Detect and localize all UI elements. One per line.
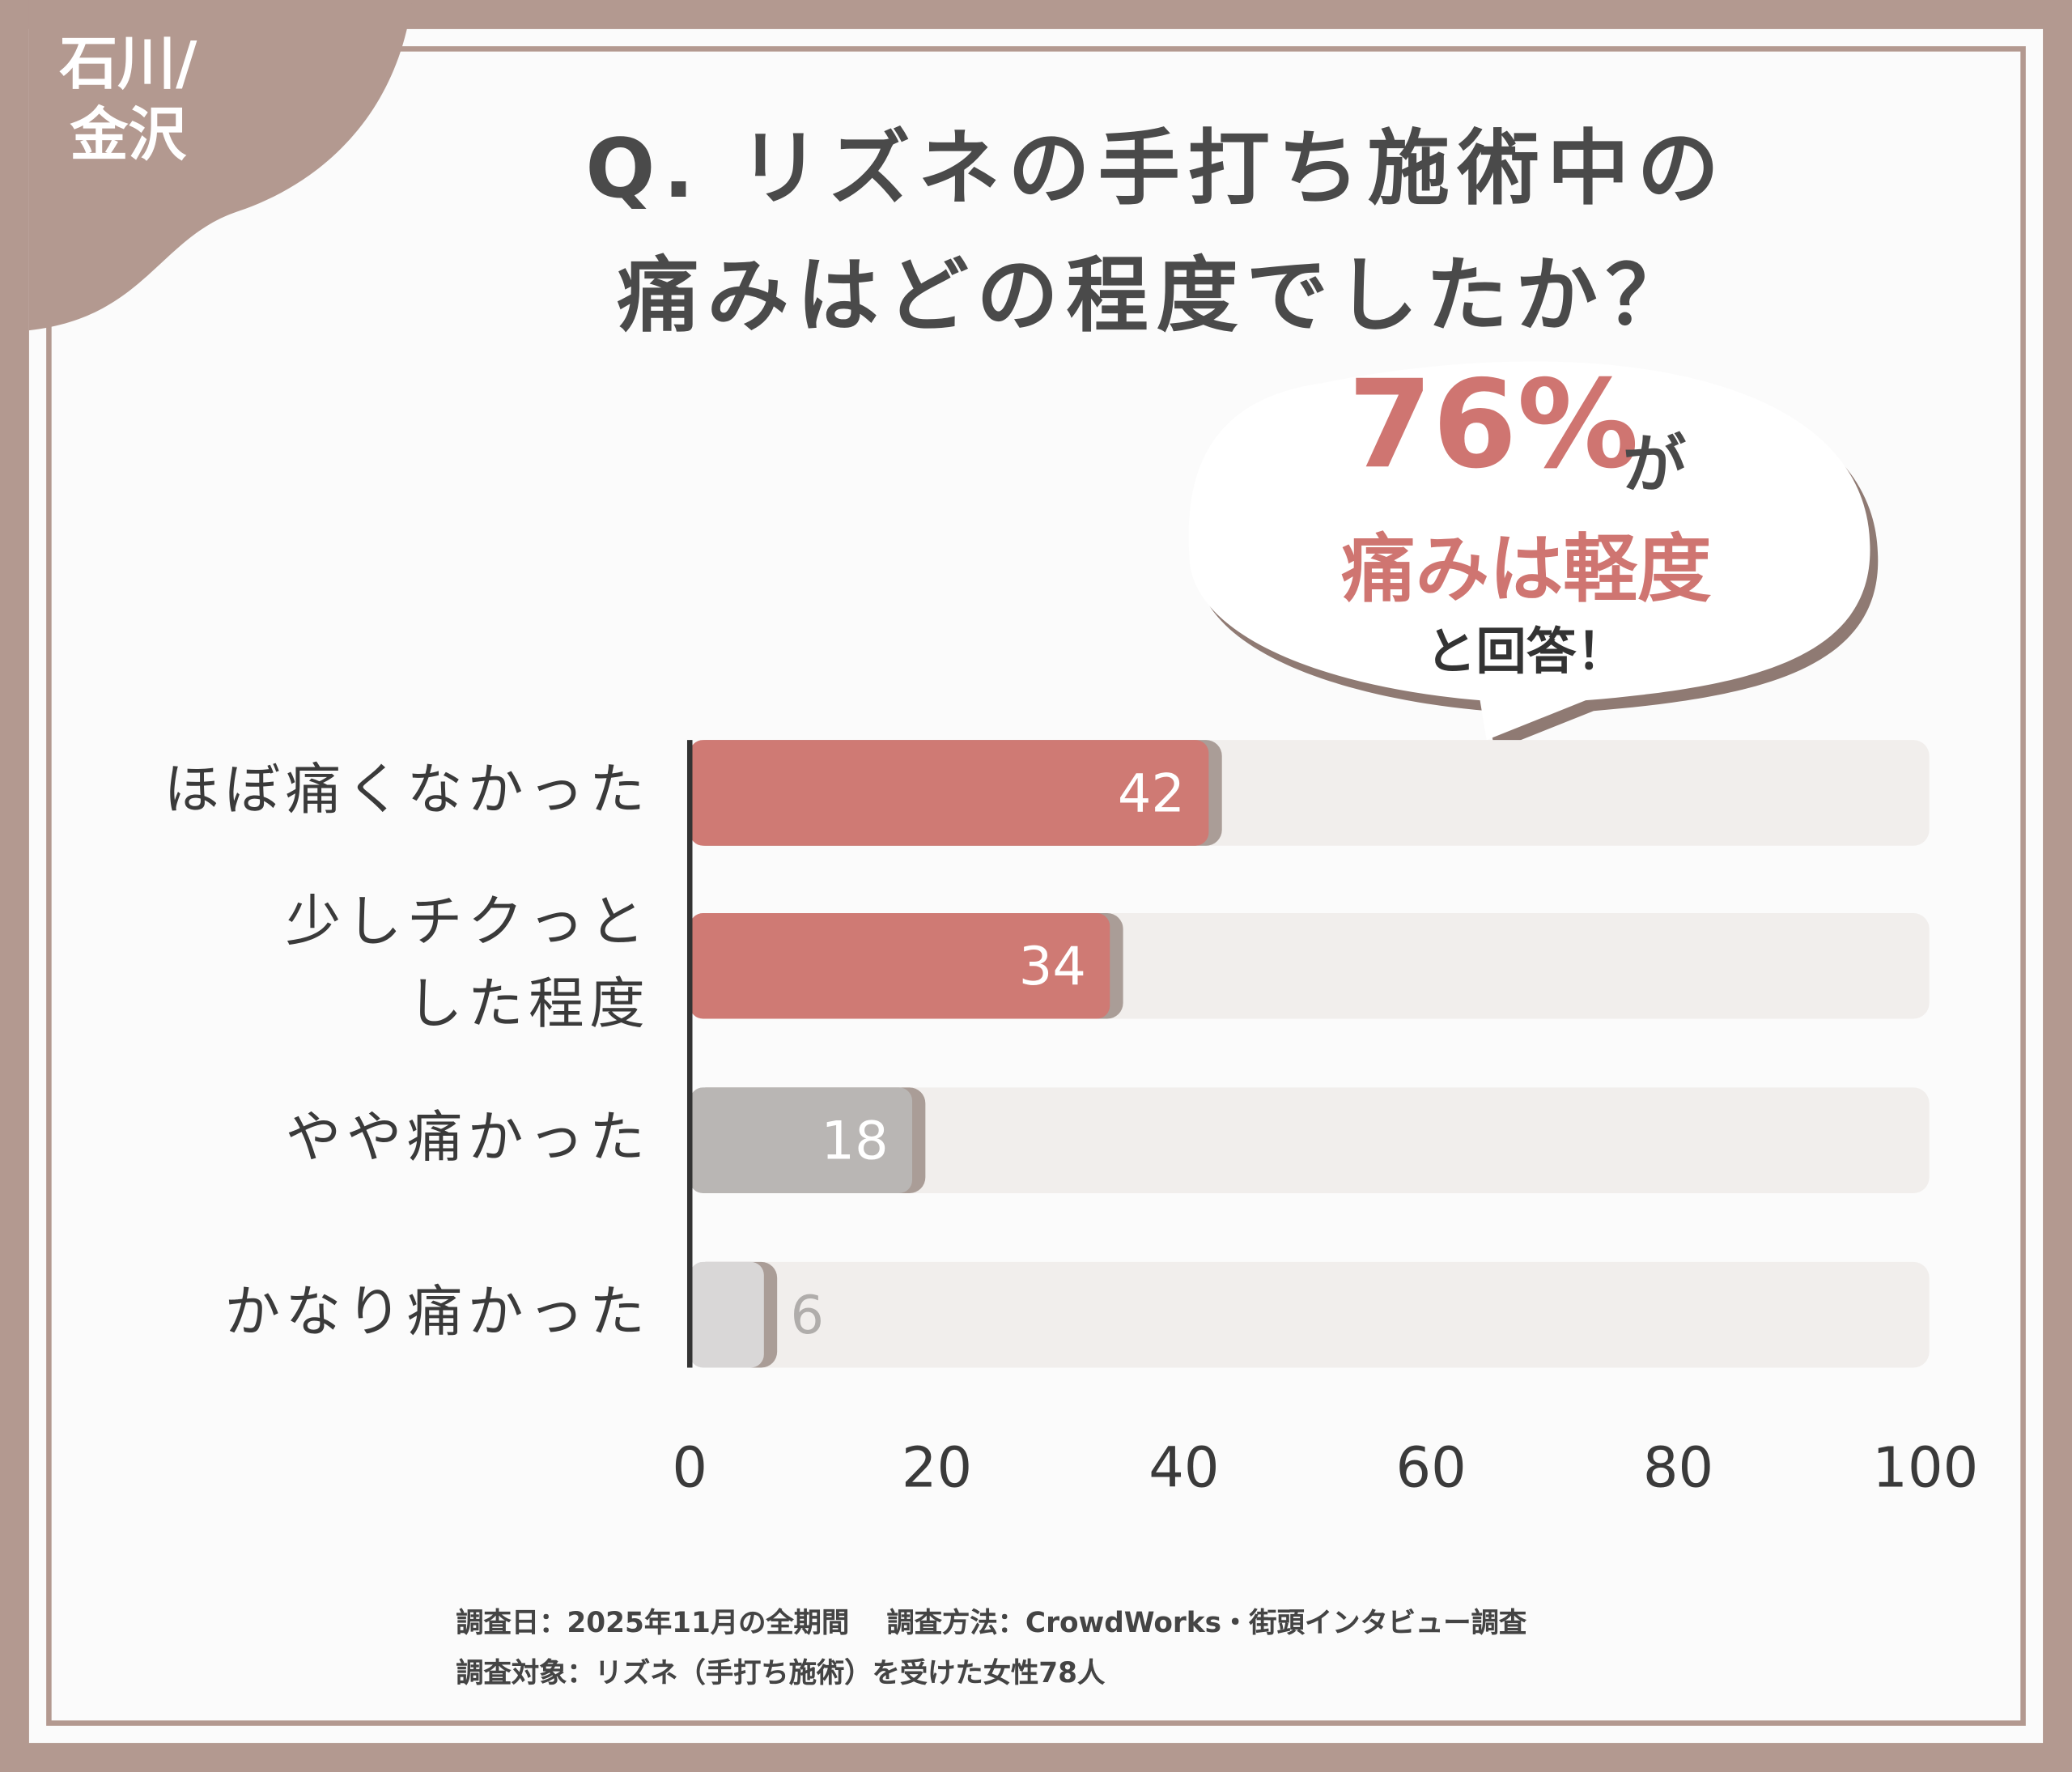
- x-tick-label: 60: [1395, 1434, 1467, 1500]
- chart-title: Q. リズネの手打ち施術中の 痛みはどの程度でしたか？: [585, 120, 1727, 344]
- panel: [28, 28, 2044, 1744]
- bar: [690, 740, 1209, 846]
- category-label: かなり痛かった: [224, 1279, 651, 1345]
- category-label: ほぼ痛くなかった: [163, 757, 651, 822]
- x-tick-label: 100: [1872, 1434, 1979, 1500]
- value-label: 6: [790, 1285, 824, 1346]
- callout-text: が: [1622, 427, 1687, 503]
- footnote: 調査日：2025年11月の全期間 調査方法：CrowdWorks・街頭インタビュ…: [456, 1606, 1527, 1639]
- callout-bubble: [1188, 361, 1870, 741]
- plot: 42 34 18 6: [686, 740, 1930, 1368]
- value-label: 42: [1118, 763, 1185, 824]
- x-tick-label: 80: [1642, 1434, 1714, 1500]
- value-label: 34: [1019, 936, 1086, 997]
- x-tick-label: 40: [1149, 1434, 1220, 1500]
- inner-border: [46, 46, 2026, 1726]
- callout-number: 76%: [1348, 354, 1639, 496]
- bar: [690, 1087, 913, 1194]
- callout-text: 痛みは軽度: [1341, 527, 1712, 614]
- region-tag: 石川/ 金沢: [59, 30, 197, 169]
- x-tick-label: 20: [901, 1434, 973, 1500]
- footnote: 調査対象：リズネ（手打ち施術）を受けた女性78人: [456, 1656, 1106, 1689]
- x-tick-label: 0: [672, 1434, 708, 1500]
- category-label: 少しチクっと した程度: [285, 889, 651, 1036]
- bar-track: [690, 1261, 1930, 1368]
- bar: [690, 1261, 764, 1368]
- corner-tag-shape: [0, 0, 413, 331]
- category-label: やや痛かった: [285, 1104, 651, 1170]
- value-label: 18: [822, 1111, 889, 1172]
- bar: [690, 912, 1110, 1019]
- callout-text: と回答！: [1425, 622, 1627, 681]
- bar-track: [690, 1087, 1930, 1194]
